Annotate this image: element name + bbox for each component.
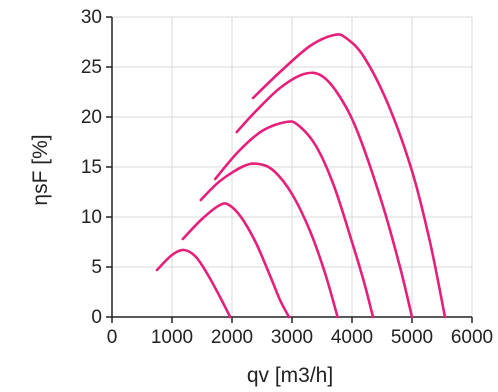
series-line-1 — [155, 248, 232, 319]
y-tick-label: 20 — [81, 107, 102, 128]
y-tick-label: 25 — [81, 57, 102, 78]
x-tick-label: 6000 — [451, 327, 493, 348]
ticks: 0 1000 2000 3000 4000 5000 6000 0 5 10 15 20 25 30 — [81, 7, 493, 348]
series-line-2 — [181, 202, 291, 319]
y-tick-label: 5 — [91, 257, 102, 278]
series-group — [155, 33, 447, 319]
y-tick-label: 30 — [81, 7, 102, 28]
y-tick-label: 10 — [81, 207, 102, 228]
series-line-4 — [213, 120, 375, 319]
series-line-5 — [235, 71, 414, 319]
x-tick-label: 1000 — [151, 327, 193, 348]
series-line-6 — [251, 33, 447, 319]
series-line-3 — [199, 162, 339, 319]
x-tick-label: 3000 — [271, 327, 313, 348]
y-axis-label: ηsF [%] — [29, 134, 52, 205]
x-tick-label: 0 — [107, 327, 118, 348]
x-tick-label: 4000 — [331, 327, 373, 348]
y-tick-label: 15 — [81, 157, 102, 178]
y-tick-label: 0 — [91, 307, 102, 328]
x-tick-label: 5000 — [391, 327, 433, 348]
x-tick-label: 2000 — [211, 327, 253, 348]
x-axis-label: qv [m3/h] — [247, 364, 333, 387]
